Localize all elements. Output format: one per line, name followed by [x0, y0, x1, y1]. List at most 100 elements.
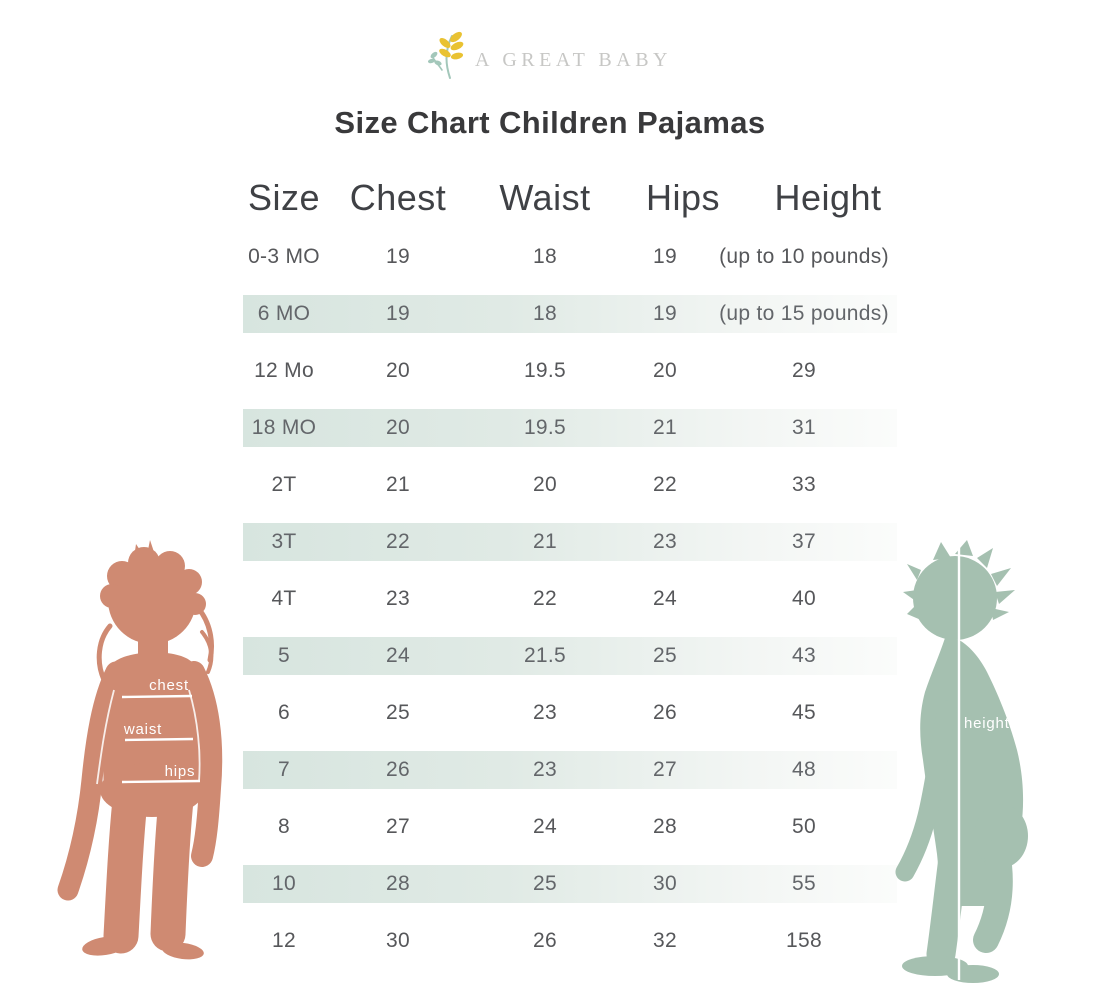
table-row: 6 25 23 26 45	[243, 684, 897, 741]
cell-chest: 24	[386, 643, 410, 667]
page-title: Size Chart Children Pajamas	[334, 105, 766, 140]
cell-waist: 21.5	[523, 643, 567, 667]
cell-hips: 19	[653, 244, 677, 268]
sprig-icon	[428, 31, 464, 79]
hips-label: hips	[165, 763, 196, 780]
cell-height: 29	[792, 358, 816, 382]
table-row: 10 28 25 30 55	[243, 855, 897, 912]
cell-waist: 22	[533, 586, 557, 610]
cell-hips: 27	[653, 757, 677, 781]
column-header-waist: Waist	[499, 177, 591, 218]
cell-hips: 19	[653, 301, 677, 325]
cell-height: 55	[792, 871, 816, 895]
cell-waist: 23	[533, 757, 557, 781]
cell-waist: 19.5	[523, 358, 567, 382]
cell-size: 12 Mo	[254, 358, 314, 382]
cell-chest: 20	[386, 358, 410, 382]
cell-chest: 25	[386, 700, 410, 724]
cell-waist: 23	[533, 700, 557, 724]
cell-hips: 23	[653, 529, 677, 553]
cell-chest: 27	[386, 814, 410, 838]
cell-waist: 24	[533, 814, 557, 838]
cell-hips: 26	[653, 700, 677, 724]
table-row: 18 MO 20 19.5 21 31	[243, 399, 897, 456]
cell-waist: 21	[533, 529, 557, 553]
column-header-hips: Hips	[645, 177, 721, 218]
table-row: 12 30 26 32 158	[243, 912, 897, 969]
cell-hips: 22	[653, 472, 677, 496]
table-row: 2T 21 20 22 33	[243, 456, 897, 513]
girl-silhouette: chest waist hips	[57, 540, 223, 960]
cell-size: 7	[278, 757, 290, 781]
height-label: height	[964, 715, 1010, 732]
cell-hips: 30	[653, 871, 677, 895]
table-row: 6 MO 19 18 19 (up to 15 pounds)	[243, 285, 897, 342]
cell-size: 10	[272, 871, 296, 895]
cell-height: 40	[792, 586, 816, 610]
cell-size: 2T	[271, 472, 297, 496]
cell-chest: 28	[386, 871, 410, 895]
cell-chest: 20	[386, 415, 410, 439]
size-table: Size Chest Waist Hips Height 0-3 MO 19 1…	[243, 168, 897, 969]
cell-chest: 21	[386, 472, 410, 496]
cell-height: 31	[792, 415, 816, 439]
cell-chest: 19	[386, 244, 410, 268]
brand-logo: A GREAT BABY	[0, 26, 1100, 84]
table-row: 0-3 MO 19 18 19 (up to 10 pounds)	[243, 228, 897, 285]
cell-waist: 20	[533, 472, 557, 496]
cell-hips: 25	[653, 643, 677, 667]
table-row: 3T 22 21 23 37	[243, 513, 897, 570]
cell-size: 3T	[271, 529, 297, 553]
hips-line	[121, 779, 201, 784]
cell-waist: 25	[533, 871, 557, 895]
table-row: 7 26 23 27 48	[243, 741, 897, 798]
cell-height: 37	[792, 529, 816, 553]
waist-line	[124, 737, 194, 742]
cell-height: (up to 10 pounds)	[719, 244, 889, 268]
cell-chest: 26	[386, 757, 410, 781]
cell-hips: 20	[653, 358, 677, 382]
cell-hips: 28	[653, 814, 677, 838]
cell-waist: 18	[533, 244, 557, 268]
chest-line	[121, 694, 193, 699]
cell-height: (up to 15 pounds)	[719, 301, 889, 325]
cell-size: 4T	[271, 586, 297, 610]
cell-height: 48	[792, 757, 816, 781]
column-header-size: Size	[247, 177, 321, 218]
cell-chest: 22	[386, 529, 410, 553]
cell-waist: 26	[533, 928, 557, 952]
column-header-height: Height	[774, 177, 882, 218]
chest-label: chest	[149, 677, 189, 694]
cell-height: 50	[792, 814, 816, 838]
cell-size: 6 MO	[257, 301, 311, 325]
table-body: 0-3 MO 19 18 19 (up to 10 pounds) 6 MO 1…	[243, 228, 897, 969]
table-row: 4T 23 22 24 40	[243, 570, 897, 627]
table-row: 8 27 24 28 50	[243, 798, 897, 855]
cell-size: 5	[278, 643, 290, 667]
cell-size: 8	[278, 814, 290, 838]
cell-height: 158	[786, 928, 822, 952]
cell-size: 0-3 MO	[248, 244, 320, 268]
cell-size: 6	[278, 700, 290, 724]
cell-chest: 23	[386, 586, 410, 610]
table-header-row: Size Chest Waist Hips Height	[243, 168, 897, 228]
cell-chest: 30	[386, 928, 410, 952]
cell-waist: 19.5	[523, 415, 567, 439]
cell-height: 45	[792, 700, 816, 724]
cell-waist: 18	[533, 301, 557, 325]
table-row: 5 24 21.5 25 43	[243, 627, 897, 684]
cell-hips: 32	[653, 928, 677, 952]
table-row: 12 Mo 20 19.5 20 29	[243, 342, 897, 399]
brand-name: A GREAT BABY	[475, 48, 672, 71]
cell-chest: 19	[386, 301, 410, 325]
waist-label: waist	[123, 721, 162, 738]
cell-height: 43	[792, 643, 816, 667]
cell-hips: 21	[653, 415, 677, 439]
cell-size: 12	[272, 928, 296, 952]
cell-size: 18 MO	[251, 415, 317, 439]
cell-height: 33	[792, 472, 816, 496]
column-header-chest: Chest	[349, 177, 447, 218]
boy-silhouette: height	[895, 540, 1028, 983]
cell-hips: 24	[653, 586, 677, 610]
